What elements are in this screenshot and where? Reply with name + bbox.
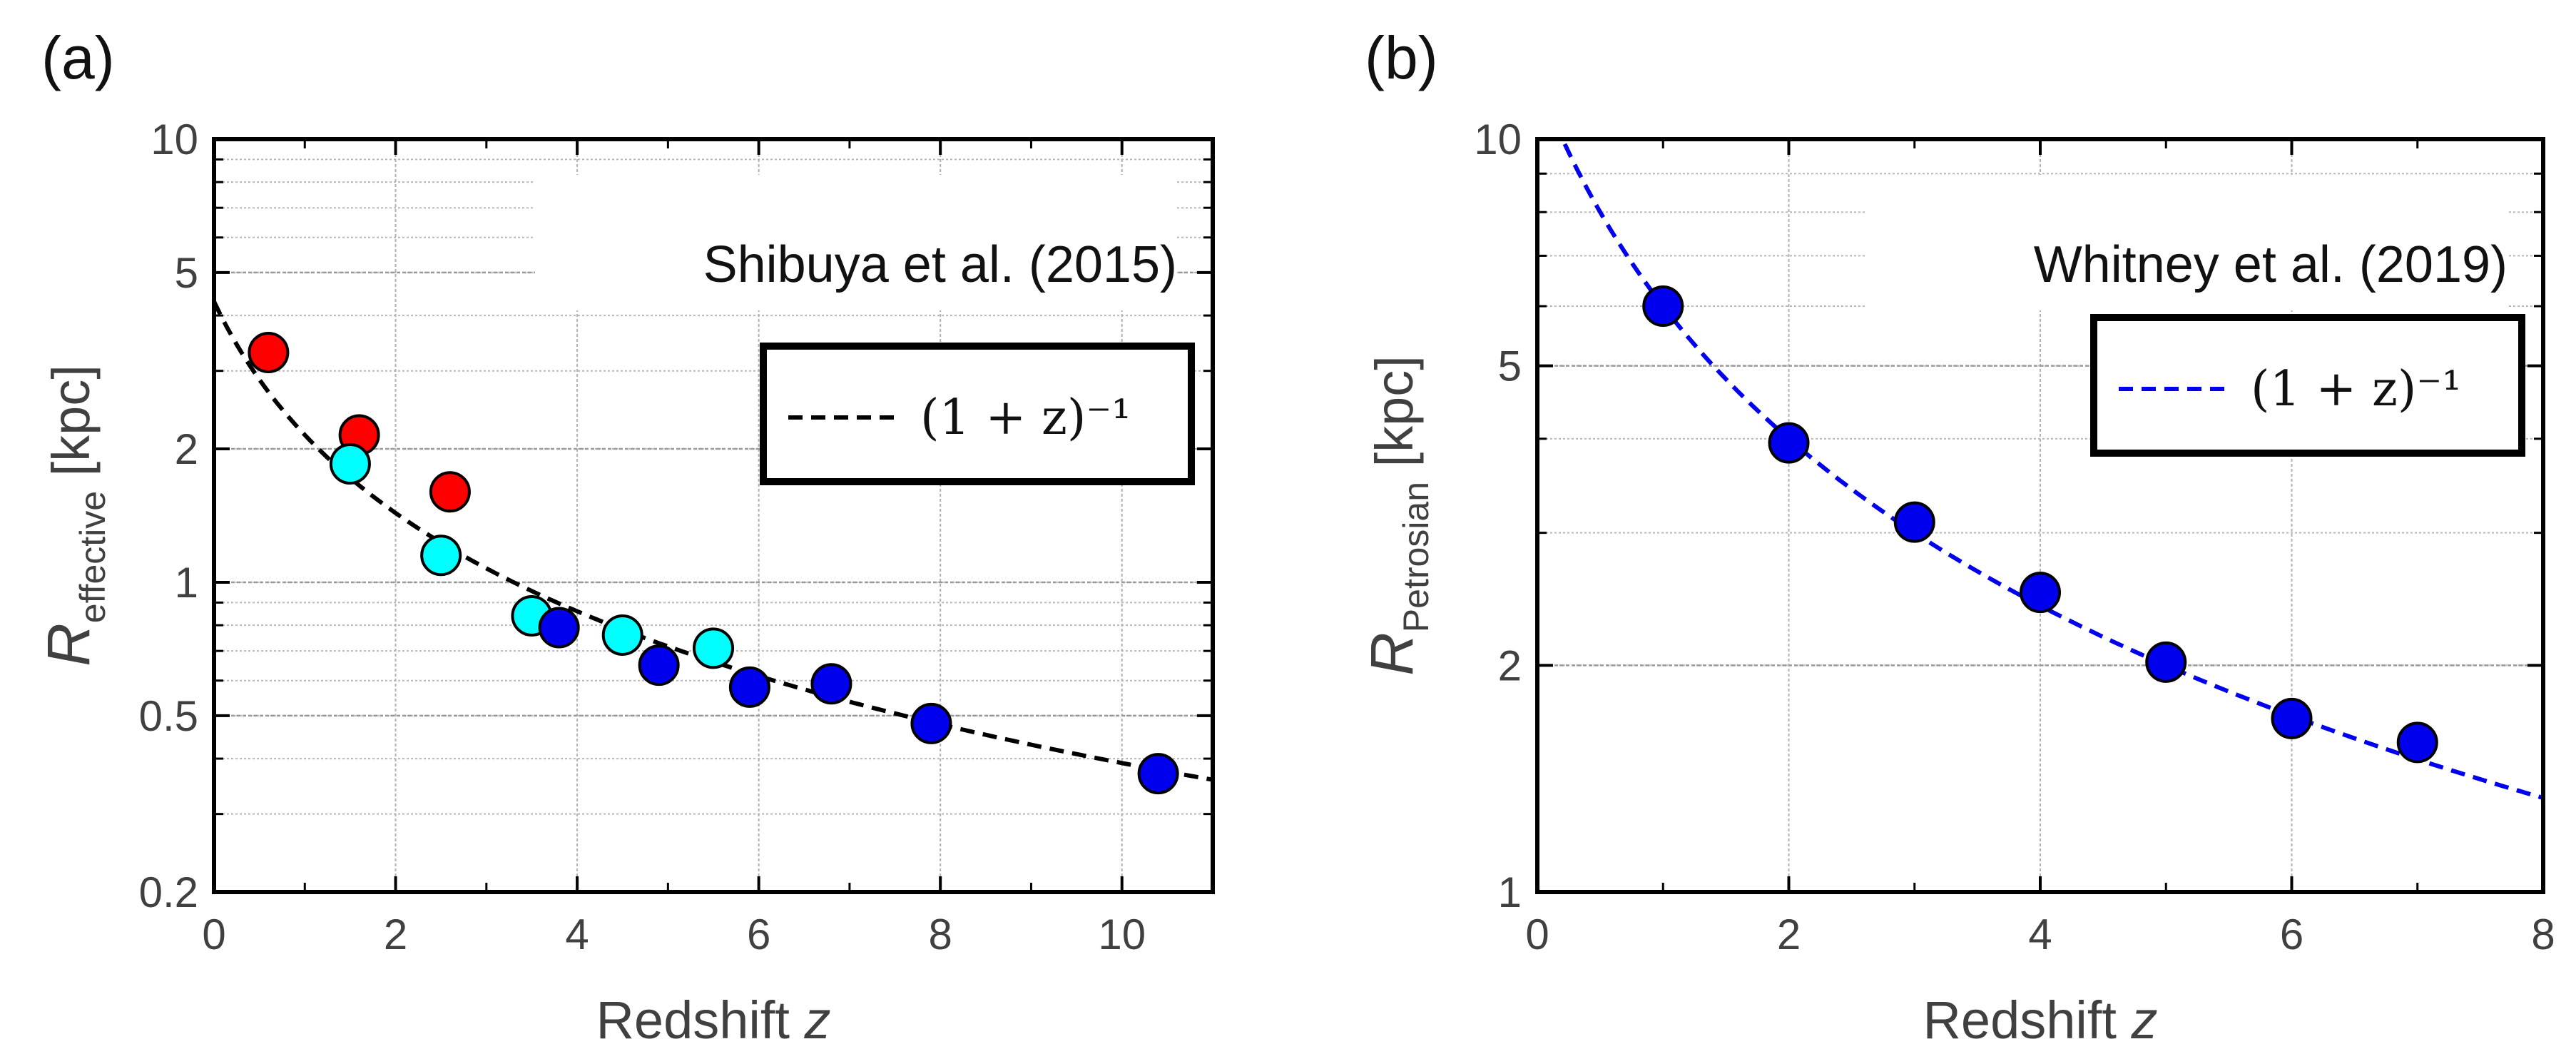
legend-box xyxy=(2090,314,2525,457)
x-axis-title-variable: z xyxy=(2131,990,2158,1050)
x-axis-title: Redshift z xyxy=(1923,990,2157,1050)
data-point-blue xyxy=(2396,721,2438,764)
y-axis-title-space xyxy=(41,476,101,491)
y-axis-title-unit: [kpc] xyxy=(1365,355,1424,467)
x-axis-title-text: Redshift xyxy=(1923,990,2117,1050)
x-tick-label: 2 xyxy=(384,911,407,958)
x-axis-title-space xyxy=(2117,990,2132,1050)
y-tick-label: 0.5 xyxy=(139,692,198,740)
series-red xyxy=(248,331,471,513)
legend-label: (1 + z)⁻¹ xyxy=(920,390,1131,446)
x-tick-label: 6 xyxy=(2280,911,2303,958)
y-tick-label: 2 xyxy=(1498,642,1522,689)
x-tick-label: 0 xyxy=(202,911,225,958)
data-point-blue xyxy=(638,644,680,686)
data-point-blue xyxy=(2271,697,2313,739)
legend: (1 + z)⁻¹ xyxy=(760,343,1195,485)
y-axis-title-subscript: effective xyxy=(73,491,113,623)
x-axis-title: Redshift z xyxy=(596,990,830,1050)
data-point-red xyxy=(248,331,290,373)
series-blue xyxy=(1642,285,2438,764)
data-point-blue xyxy=(910,702,952,744)
fit-curve-group xyxy=(1562,143,2544,801)
x-axis-title-space xyxy=(790,990,805,1050)
data-point-red xyxy=(429,471,471,513)
fit-curve xyxy=(1562,143,2544,801)
tick-marks xyxy=(1536,138,2545,893)
panel-label: (a) xyxy=(41,24,115,91)
data-point-blue xyxy=(1642,285,1684,328)
x-tick-label: 4 xyxy=(565,911,589,958)
y-tick-label: 2 xyxy=(175,425,198,473)
chart-panel-a: (a)Shibuya et al. (2015)(1 + z)⁻¹0 2 4 6 8 10… xyxy=(35,24,1215,1050)
fit-curve xyxy=(212,300,1213,782)
data-point-blue xyxy=(728,666,770,708)
annotation-text: Shibuya et al. (2015) xyxy=(703,236,1177,293)
y-axis-title-space xyxy=(1365,467,1424,482)
y-tick-label: 1 xyxy=(175,559,198,607)
data-point-blue xyxy=(1768,422,1810,464)
annotation-background xyxy=(1865,175,2508,310)
legend: (1 + z)⁻¹ xyxy=(2090,314,2525,457)
y-axis-title-unit: [kpc] xyxy=(41,365,101,476)
data-point-cyan xyxy=(601,614,643,656)
data-point-cyan xyxy=(329,443,371,485)
x-axis-title-text: Redshift xyxy=(596,990,790,1050)
y-tick-label: 0.2 xyxy=(139,868,198,916)
x-tick-label: 2 xyxy=(1777,911,1801,958)
x-tick-label: 8 xyxy=(928,911,952,958)
x-tick-label: 6 xyxy=(747,911,770,958)
data-point-blue xyxy=(2020,572,2061,614)
x-tick-label: 10 xyxy=(1098,911,1146,958)
data-point-blue xyxy=(1137,753,1179,795)
fit-curve-group xyxy=(212,300,1213,782)
plot-frame xyxy=(212,137,1215,894)
legend-label: (1 + z)⁻¹ xyxy=(2251,361,2462,417)
data-point-blue xyxy=(538,607,580,649)
y-axis-title-symbol: R xyxy=(1358,632,1425,676)
data-point-cyan xyxy=(420,534,462,577)
y-tick-label: 10 xyxy=(1474,116,1522,163)
data-point-cyan xyxy=(693,627,734,669)
data-point-blue xyxy=(810,663,852,705)
y-tick-label: 1 xyxy=(1498,868,1522,916)
x-tick-label: 0 xyxy=(1525,911,1549,958)
y-axis-title-symbol: R xyxy=(35,623,102,667)
legend-box xyxy=(760,343,1195,485)
x-axis-title-variable: z xyxy=(804,990,831,1050)
chart-panel-b: (b) Whitney et al. (2019) (1 + z)⁻¹ 0 2 4 6 8 1 2… xyxy=(1358,24,2555,1050)
tick-marks xyxy=(213,138,1213,893)
x-tick-label: 8 xyxy=(2531,911,2555,958)
data-point-blue xyxy=(2145,641,2187,683)
y-tick-label: 5 xyxy=(1498,343,1522,390)
panel-label: (b) xyxy=(1365,24,1438,91)
series-blue xyxy=(538,607,1179,795)
y-axis-title: Reffective [kpc] xyxy=(35,365,113,667)
y-axis-title: RPetrosian [kpc] xyxy=(1358,355,1436,676)
y-axis-title-subscript: Petrosian xyxy=(1396,482,1436,632)
data-point-blue xyxy=(1893,501,1935,543)
y-tick-label: 10 xyxy=(151,116,198,163)
y-tick-label: 5 xyxy=(175,249,198,297)
annotation-text: Whitney et al. (2019) xyxy=(2034,236,2508,293)
series-cyan xyxy=(329,443,734,669)
annotation-background xyxy=(535,175,1177,310)
x-tick-label: 4 xyxy=(2028,911,2052,958)
